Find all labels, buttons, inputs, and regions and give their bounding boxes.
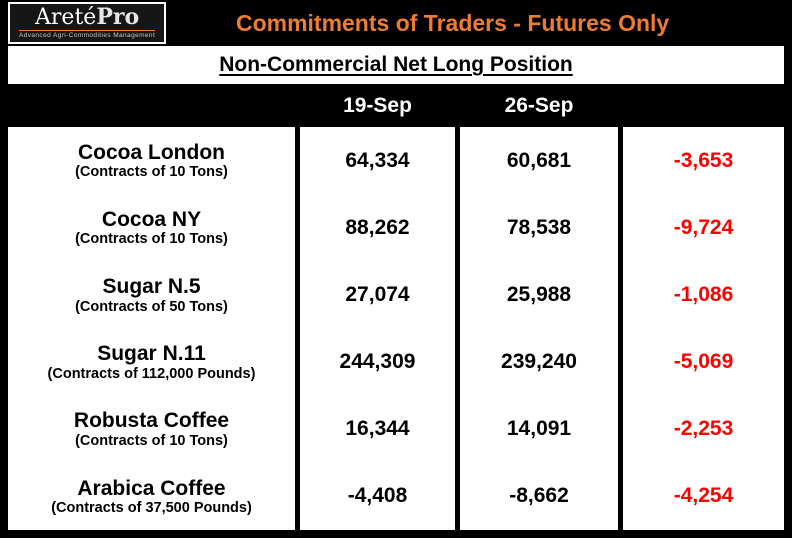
value-26sep: 25,988 — [460, 261, 618, 329]
commodity-label-cell: Cocoa NY (Contracts of 10 Tons) — [8, 194, 295, 262]
value-19sep: 244,309 — [300, 328, 455, 396]
aretepro-logo: AretéPro Advanced Agri-Commodities Manag… — [8, 2, 167, 44]
commodity-name: Arabica Coffee — [77, 476, 226, 500]
date-column-header-26sep: 26-Sep — [504, 93, 574, 117]
report-subtitle: Non-Commercial Net Long Position — [219, 53, 573, 76]
value-19sep: 64,334 — [300, 127, 455, 195]
value-26sep: 60,681 — [460, 127, 618, 195]
value-19sep: -4,408 — [300, 462, 455, 530]
change-value: -3,653 — [623, 127, 784, 195]
commodity-name: Sugar N.5 — [102, 275, 201, 299]
logo-brand-main: Areté — [35, 5, 97, 30]
logo-tagline: Advanced Agri-Commodities Management — [19, 30, 156, 39]
date-column-header-19sep: 19-Sep — [343, 93, 412, 117]
change-value: -5,069 — [623, 328, 784, 396]
top-header-bar: AretéPro Advanced Agri-Commodities Manag… — [8, 0, 784, 46]
contract-spec: (Contracts of 10 Tons) — [75, 164, 228, 181]
commodity-name: Cocoa London — [78, 140, 225, 164]
value-26sep: 239,240 — [460, 328, 618, 396]
change-value: -4,254 — [623, 462, 784, 530]
contract-spec: (Contracts of 112,000 Pounds) — [47, 365, 256, 382]
commodity-name: Robusta Coffee — [73, 409, 230, 433]
logo-brand-suffix: Pro — [96, 4, 140, 30]
subtitle-bar: Non-Commercial Net Long Position — [8, 46, 784, 84]
date-header-spacer-right — [623, 84, 784, 127]
value-19sep: 88,262 — [300, 194, 455, 262]
commodity-name: Cocoa NY — [101, 207, 202, 231]
contract-spec: (Contracts of 50 Tons) — [75, 298, 228, 315]
value-26sep: 78,538 — [460, 194, 618, 262]
value-26sep: 14,091 — [460, 395, 618, 463]
commodity-label-cell: Robusta Coffee (Contracts of 10 Tons) — [8, 395, 295, 463]
commodity-table: Cocoa London (Contracts of 10 Tons) 64,3… — [8, 127, 784, 530]
date-header-spacer-left — [8, 84, 295, 127]
value-19sep: 27,074 — [300, 261, 455, 329]
contract-spec: (Contracts of 10 Tons) — [75, 432, 228, 449]
commodity-label-cell: Cocoa London (Contracts of 10 Tons) — [8, 127, 295, 195]
commodity-label-cell: Sugar N.5 (Contracts of 50 Tons) — [8, 261, 295, 329]
change-value: -2,253 — [623, 395, 784, 463]
change-value: -1,086 — [623, 261, 784, 329]
contract-spec: (Contracts of 10 Tons) — [75, 231, 228, 248]
value-26sep: -8,662 — [460, 462, 618, 530]
commodity-label-cell: Arabica Coffee (Contracts of 37,500 Poun… — [8, 462, 295, 530]
commodity-label-cell: Sugar N.11 (Contracts of 112,000 Pounds) — [8, 328, 295, 396]
date-header-row: 19-Sep 26-Sep — [8, 84, 784, 127]
contract-spec: (Contracts of 37,500 Pounds) — [51, 500, 252, 517]
change-value: -9,724 — [623, 194, 784, 262]
report-title: Commitments of Traders - Futures Only — [235, 9, 670, 36]
value-19sep: 16,344 — [300, 395, 455, 463]
logo-brand-text: AretéPro — [19, 5, 155, 30]
commodity-name: Sugar N.11 — [97, 342, 206, 366]
